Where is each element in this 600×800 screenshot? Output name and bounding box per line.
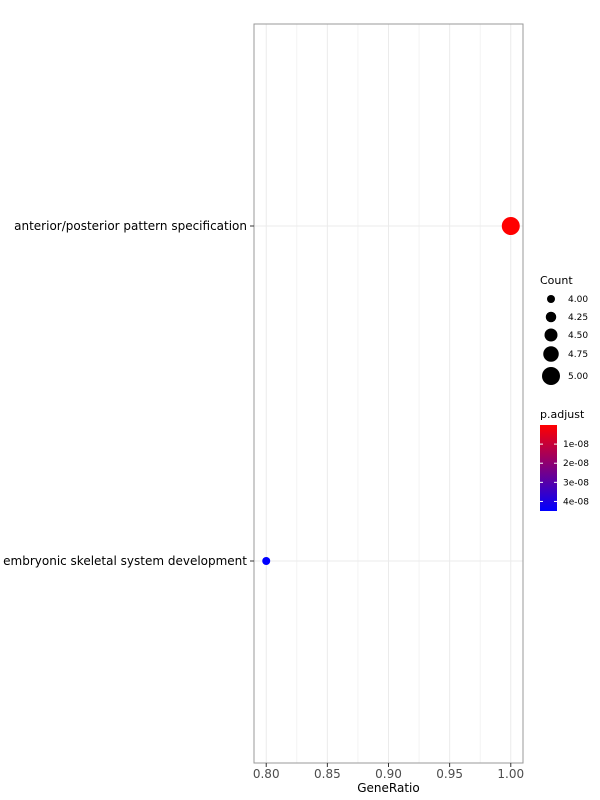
x-tick-label: 0.80 [253,767,280,781]
count-legend-title: Count [540,274,573,287]
count-legend: Count 4.00 4.25 4.50 4.75 5.00 [540,274,588,385]
p-adjust-legend-label: 4e-08 [563,497,589,507]
count-legend-label: 4.75 [568,350,588,360]
grid [254,24,523,763]
x-axis: 0.80 0.85 0.90 0.95 1.00 [253,763,524,781]
p-adjust-colorbar [540,425,557,511]
p-adjust-legend-label: 3e-08 [563,478,589,488]
y-category-label: embryonic skeletal system development [3,554,247,568]
x-tick-label: 0.90 [375,767,402,781]
count-legend-key [543,346,559,362]
data-points [262,217,520,565]
x-tick-label: 0.95 [436,767,463,781]
data-point [501,217,520,235]
count-legend-key [545,311,557,323]
p-adjust-legend: p.adjust 1e-08 2e-08 3e-08 4e-08 [540,408,589,511]
p-adjust-legend-label: 2e-08 [563,459,589,469]
y-axis: anterior/posterior pattern specification… [3,219,254,568]
y-category-label: anterior/posterior pattern specification [14,219,247,233]
count-legend-label: 4.00 [568,295,588,305]
x-tick-label: 1.00 [497,767,524,781]
x-tick-label: 0.85 [314,767,341,781]
count-legend-key [547,295,555,303]
x-axis-title: GeneRatio [357,781,419,795]
count-legend-key [544,328,558,342]
count-legend-label: 5.00 [568,372,588,382]
data-point [262,557,271,565]
p-adjust-legend-title: p.adjust [540,408,585,421]
count-legend-label: 4.50 [568,331,588,341]
count-legend-key [542,367,560,385]
count-legend-label: 4.25 [568,313,588,323]
p-adjust-legend-label: 1e-08 [563,440,589,450]
